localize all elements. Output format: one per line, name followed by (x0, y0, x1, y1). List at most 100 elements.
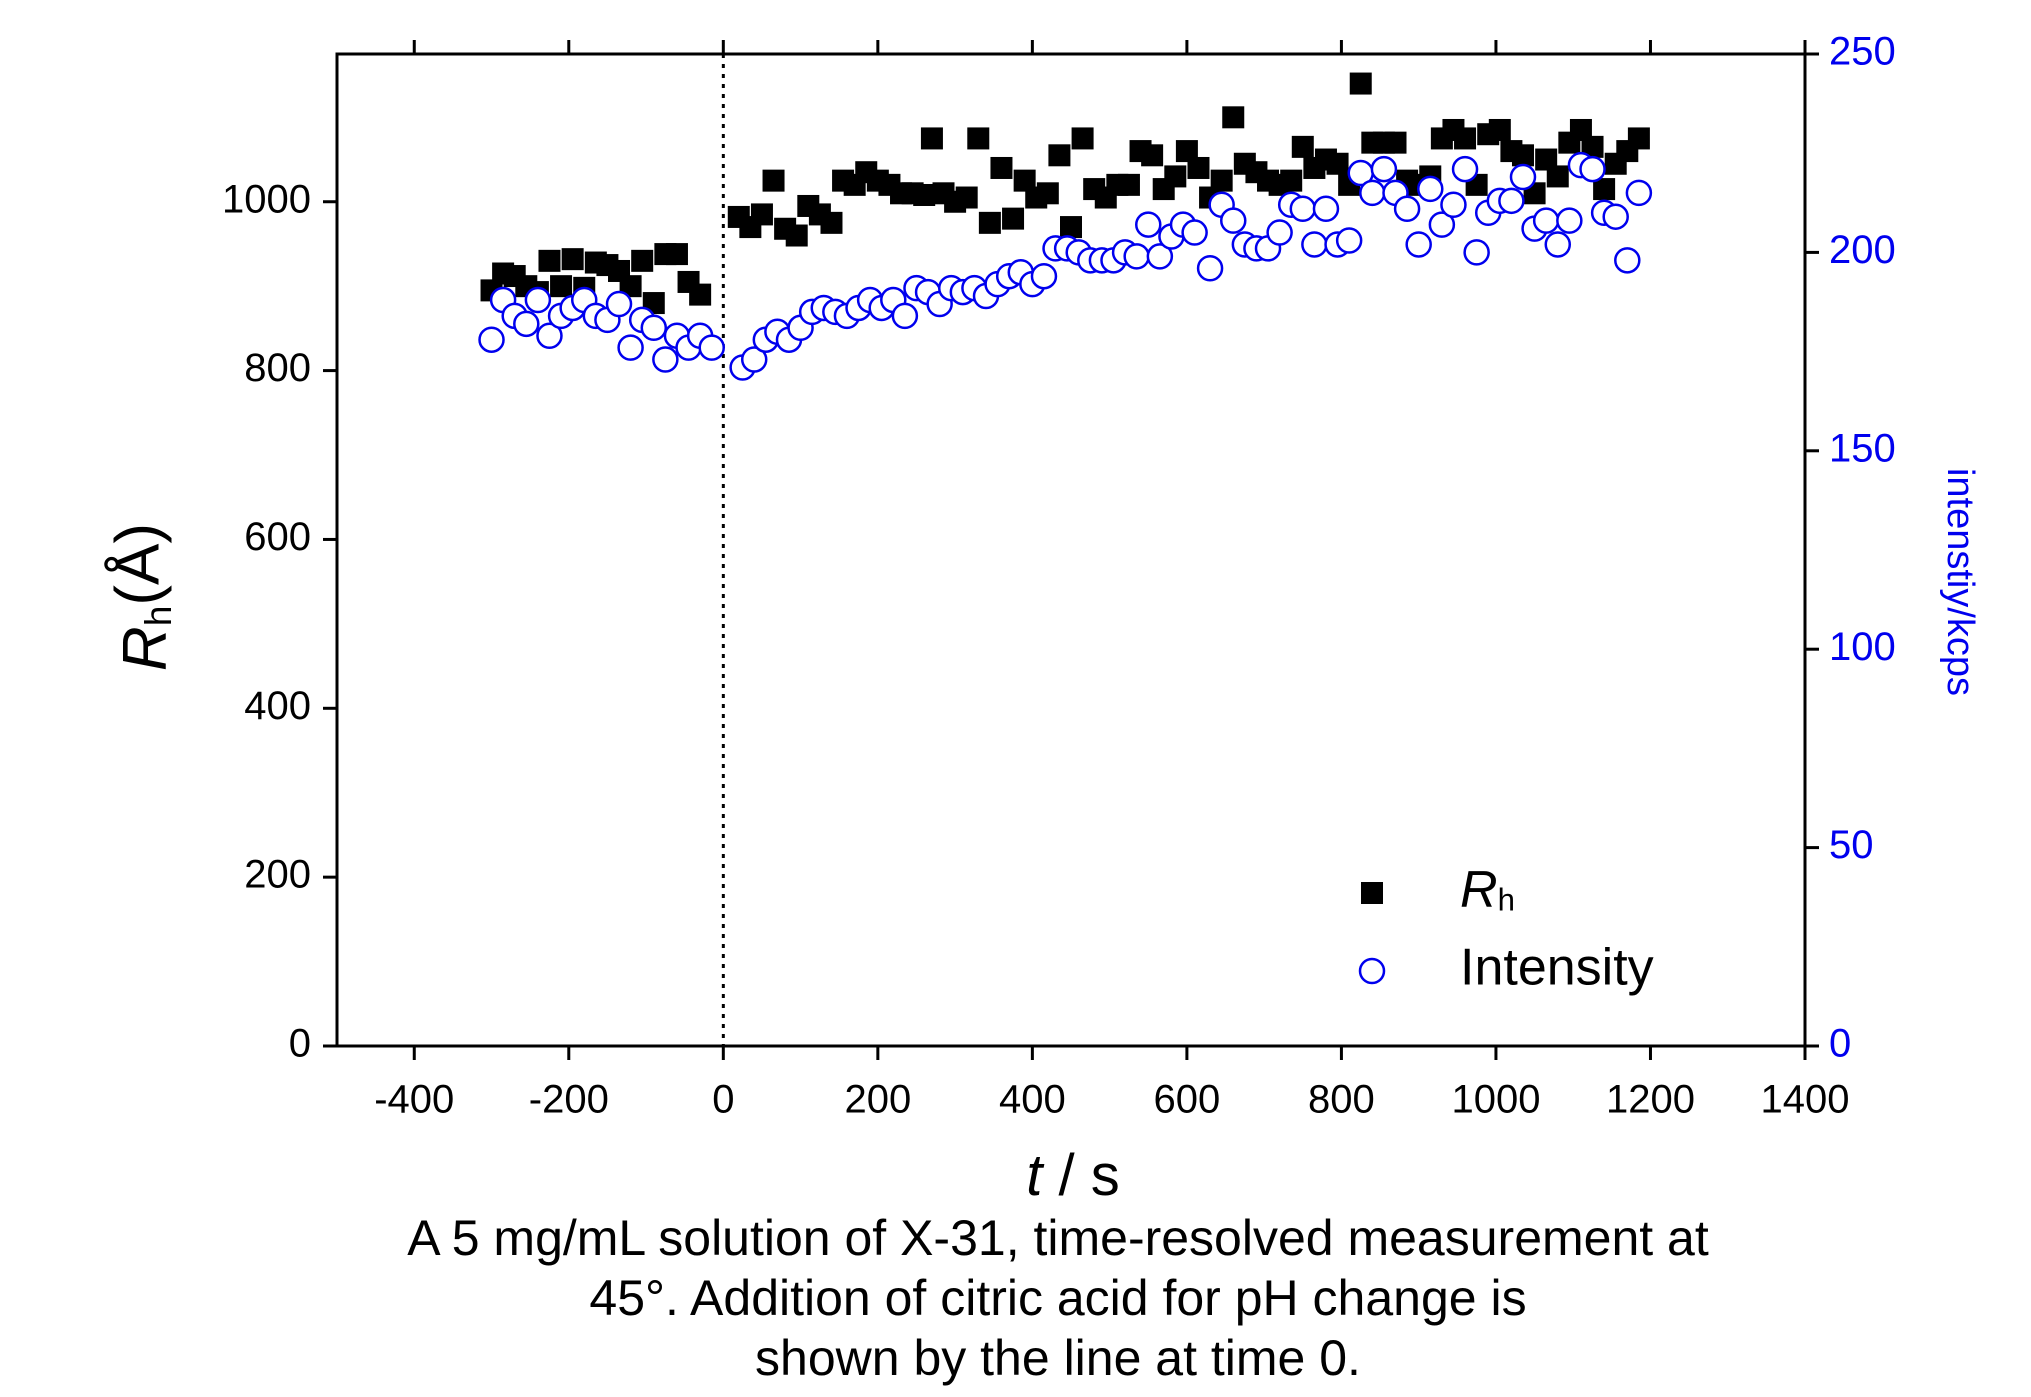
square-marker (619, 275, 642, 298)
circle-marker (1135, 211, 1162, 238)
circle-marker (513, 310, 540, 338)
square-marker (1175, 140, 1198, 163)
square-marker (1222, 106, 1245, 129)
legend-label: Rh (1460, 861, 1515, 919)
circle-marker (1123, 243, 1150, 270)
square-marker (750, 203, 773, 226)
x-tick-label: 400 (999, 1078, 1066, 1122)
legend-marker (1361, 882, 1383, 904)
square-marker (1164, 165, 1187, 188)
circle-marker (1463, 239, 1490, 266)
square-marker (920, 127, 943, 150)
y-tick-label: 400 (244, 684, 311, 728)
square-marker (1013, 169, 1036, 192)
subscript-part: h (1498, 883, 1515, 918)
italic-part: t (1026, 1143, 1045, 1208)
circle-marker (1417, 175, 1444, 203)
x-tick-label: 0 (712, 1078, 734, 1122)
circle-marker (1335, 227, 1363, 254)
y-tick-label: 200 (244, 853, 311, 897)
y2-axis-title: intenstiy/kcps (1939, 468, 1981, 696)
y2-tick-label: 200 (1829, 228, 1896, 272)
y-tick-label: 600 (244, 515, 311, 559)
plot-frame (335, 52, 1807, 1048)
x-tick-label: 1200 (1606, 1078, 1695, 1122)
y2-tick-label: 50 (1829, 823, 1874, 867)
circle-marker (1602, 203, 1629, 230)
x-tick-label: 1400 (1761, 1078, 1850, 1122)
square-marker (1511, 144, 1534, 167)
y2-tick-label: 0 (1829, 1022, 1851, 1066)
square-marker (1036, 182, 1059, 205)
circle-marker (1393, 195, 1421, 223)
circle-marker (1428, 211, 1456, 238)
circle-marker (1532, 207, 1560, 234)
italic-part: R (111, 626, 180, 671)
circle-marker (1146, 243, 1174, 270)
circle-marker (1181, 219, 1208, 246)
y-tick-label: 0 (289, 1022, 311, 1066)
caption-line: shown by the line at time 0. (755, 1330, 1361, 1386)
square-marker (955, 186, 978, 209)
x-tick-label: 800 (1308, 1078, 1375, 1122)
y2-tick-label: 150 (1829, 426, 1896, 470)
rest-part: / s (1042, 1143, 1119, 1208)
circle-marker (891, 302, 919, 330)
square-marker (1280, 169, 1303, 192)
circle-marker (640, 314, 668, 342)
circle-marker (1625, 179, 1653, 207)
circle-marker (536, 322, 563, 349)
circle-marker (1359, 179, 1386, 207)
circle-marker (1405, 231, 1432, 258)
y2-tick-label: 250 (1829, 30, 1896, 74)
square-marker (1454, 127, 1477, 150)
circle-marker (478, 326, 505, 353)
circle-marker (698, 334, 725, 361)
square-marker (1535, 148, 1558, 171)
circle-marker (1312, 195, 1340, 223)
square-marker (550, 275, 573, 298)
circle-marker (1370, 155, 1398, 183)
circle-marker (1544, 231, 1572, 258)
circle-marker (1440, 191, 1467, 219)
square-marker (990, 156, 1013, 179)
y2-tick-label: 100 (1829, 625, 1896, 669)
y-tick-label: 800 (244, 346, 311, 390)
square-marker (967, 127, 990, 150)
circle-marker (1451, 155, 1479, 183)
square-marker (1349, 72, 1372, 95)
square-marker (538, 249, 561, 272)
square-marker (1546, 165, 1569, 188)
circle-marker (1614, 247, 1641, 274)
square-marker (1117, 173, 1140, 196)
square-marker (785, 224, 808, 247)
square-marker (978, 211, 1001, 234)
x-tick-label: 200 (844, 1078, 911, 1122)
square-marker (1581, 135, 1604, 158)
circle-marker (740, 346, 768, 373)
square-marker (1384, 131, 1407, 154)
circle-marker (1301, 231, 1328, 258)
circle-marker (1579, 155, 1606, 183)
square-marker (1593, 178, 1616, 201)
circle-marker (1220, 207, 1247, 234)
circle-marker (605, 290, 633, 318)
y-axis-title: Rh(Å) (104, 523, 180, 671)
square-marker (1291, 135, 1314, 158)
square-marker (1210, 169, 1233, 192)
square-marker (1048, 144, 1071, 167)
square-marker (1326, 152, 1349, 175)
square-marker (631, 249, 654, 272)
x-tick-label: 600 (1154, 1078, 1221, 1122)
square-marker (561, 248, 584, 271)
square-marker (1488, 118, 1511, 141)
y-tick-label: 1000 (222, 177, 311, 221)
square-marker (913, 183, 936, 206)
circle-marker (652, 346, 679, 373)
square-marker (1002, 207, 1025, 230)
circle-marker (1289, 195, 1317, 223)
x-tick-label: 1000 (1451, 1078, 1540, 1122)
circle-marker (1498, 187, 1525, 215)
caption-line: 45°. Addition of citric acid for pH chan… (589, 1270, 1526, 1326)
